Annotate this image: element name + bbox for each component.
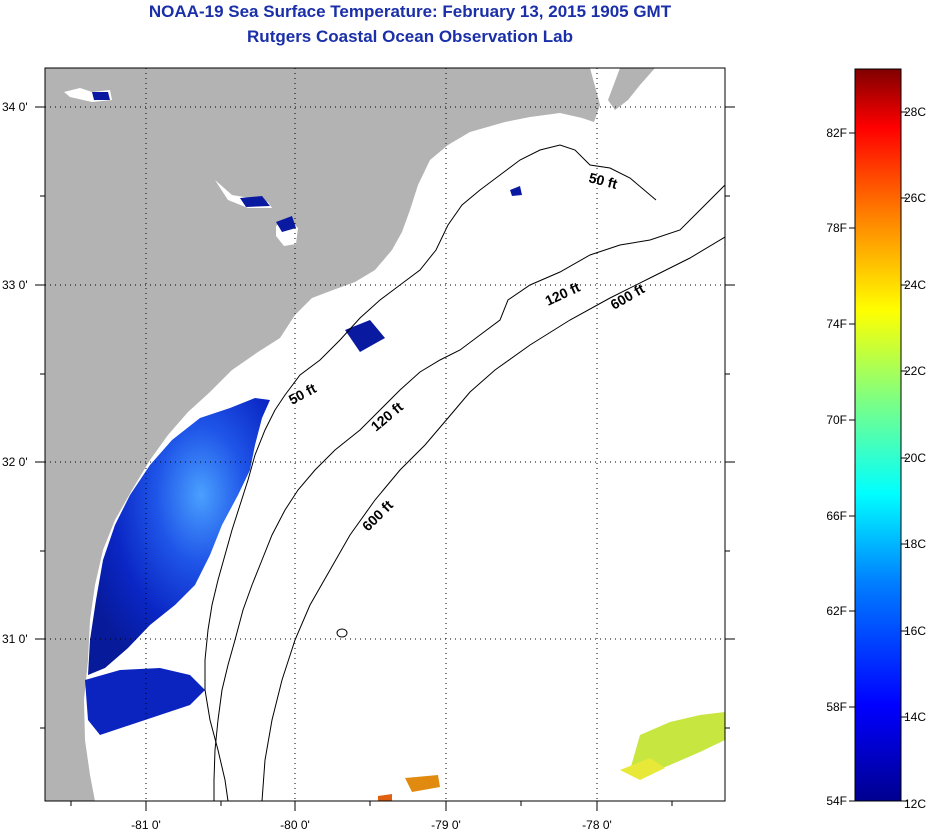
cb-label-20c: 20C xyxy=(904,451,926,465)
lat-label-33: 33 0' xyxy=(2,278,28,292)
isobaths xyxy=(204,144,725,801)
land-mass-northeast xyxy=(608,68,655,110)
cb-label-82f: 82F xyxy=(826,126,847,140)
cb-label-78f: 78F xyxy=(826,221,847,235)
lon-label-81: -81 0' xyxy=(131,818,161,832)
cb-label-14c: 14C xyxy=(904,710,926,724)
colorbar-celsius-labels: 28C 26C 24C 22C 20C 18C 16C 14C 12C xyxy=(904,105,926,811)
cb-label-22c: 22C xyxy=(904,364,926,378)
map-subtitle: Rutgers Coastal Ocean Observation Lab xyxy=(247,27,573,46)
lat-label-32: 32 0' xyxy=(2,455,28,469)
lat-label-31: 31 0' xyxy=(2,632,28,646)
colorbar-fahrenheit-labels: 82F 78F 74F 70F 66F 62F 58F 54F xyxy=(826,126,847,808)
axis-ticks xyxy=(35,106,735,811)
cb-label-66f: 66F xyxy=(826,509,847,523)
sst-cold-water-south xyxy=(85,668,205,735)
contour-label-50ft-upper: 50 ft xyxy=(587,169,619,192)
cb-label-28c: 28C xyxy=(904,105,926,119)
map-title: NOAA-19 Sea Surface Temperature: Februar… xyxy=(148,2,672,21)
reservoir-water xyxy=(240,196,270,207)
cb-label-58f: 58F xyxy=(826,700,847,714)
cb-label-18c: 18C xyxy=(904,537,926,551)
cb-label-62f: 62F xyxy=(826,604,847,618)
sst-warm-yellow-edge xyxy=(620,758,665,780)
sst-cold-water-tiny xyxy=(510,186,522,196)
longitude-labels: -81 0' -80 0' -79 0' -78 0' xyxy=(131,818,612,832)
land-mass xyxy=(45,68,600,801)
cb-label-26c: 26C xyxy=(904,191,926,205)
colorbar: 82F 78F 74F 70F 66F 62F 58F 54F 28C 26C … xyxy=(826,68,926,811)
map-frame xyxy=(44,67,726,802)
cb-label-24c: 24C xyxy=(904,278,926,292)
cb-label-16c: 16C xyxy=(904,624,926,638)
colorbar-ticks xyxy=(849,111,907,802)
isobath-600ft xyxy=(261,236,725,801)
lon-label-80: -80 0' xyxy=(280,818,310,832)
graticule xyxy=(45,68,725,801)
sst-warm-orange-small xyxy=(378,794,392,801)
latitude-labels: 34 0' 33 0' 32 0' 31 0' xyxy=(2,100,28,646)
sst-warm-orange xyxy=(405,775,440,792)
colorbar-gradient xyxy=(854,68,902,802)
seamount-contour xyxy=(336,628,348,638)
cb-label-74f: 74F xyxy=(826,317,847,331)
isobath-50ft xyxy=(204,144,657,801)
inland-lake-water xyxy=(92,92,110,100)
lon-label-79: -79 0' xyxy=(431,818,461,832)
cb-label-12c: 12C xyxy=(904,797,926,811)
sst-cold-water-small xyxy=(345,320,385,352)
sst-cold-water xyxy=(88,398,270,675)
lat-label-34: 34 0' xyxy=(2,100,28,114)
isobath-120ft xyxy=(213,184,725,801)
map-area: 50 ft 50 ft 120 ft 120 ft 600 ft 600 ft xyxy=(45,68,725,801)
sst-warm-yellow xyxy=(630,712,725,775)
cb-label-54f: 54F xyxy=(826,794,847,808)
lake-marion-water xyxy=(276,216,296,232)
lon-label-78: -78 0' xyxy=(582,818,612,832)
cb-label-70f: 70F xyxy=(826,413,847,427)
